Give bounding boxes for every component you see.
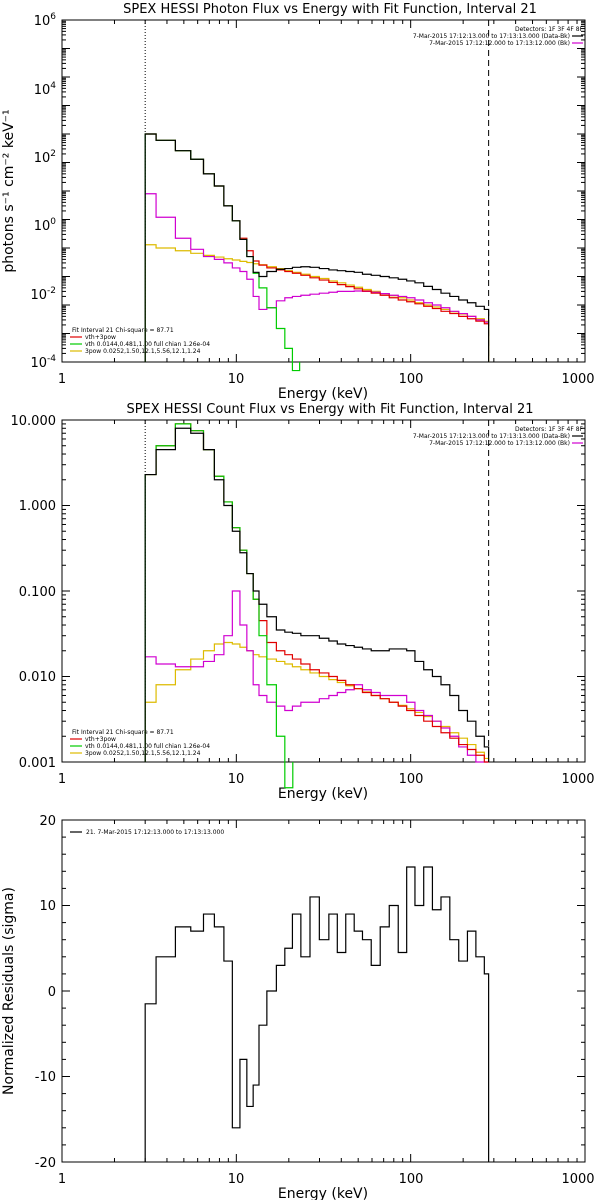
count-ytick-0.100: 0.100: [19, 585, 56, 600]
photon-xlabel: Energy (keV): [278, 386, 368, 402]
photon-ytick-1: 10-4: [30, 354, 56, 371]
count-legend-detectors: Detectors: 1F 3F 4F 8F: [515, 426, 584, 433]
resid-xtick-1: 1: [58, 1172, 66, 1187]
series-vth-line: [144, 133, 301, 372]
count-legend-total: vth+3pow: [85, 736, 116, 743]
count-series: [144, 423, 490, 789]
photon-legend-bk: 7-Mar-2015 17:12:12.000 to 17:13:12.000 …: [429, 40, 570, 47]
photon-legend-bottomleft: Fit Interval 21 Chi-square = 87.71 vth+3…: [70, 327, 210, 355]
count-axis-ticks: [61, 419, 586, 763]
series-residuals-line: [144, 866, 490, 1162]
count-xtick-1: 1: [58, 772, 66, 787]
series-bk-line: [145, 193, 489, 323]
resid-legend: 21. 7-Mar-2015 17:12:13.000 to 17:13:13.…: [86, 829, 224, 836]
series-vth-line: [144, 423, 294, 789]
resid-xtick-100: 100: [399, 1172, 424, 1187]
count-legend-bottomleft: Fit Interval 21 Chi-square = 87.71 vth+3…: [70, 729, 210, 757]
resid-xtick-10: 10: [228, 1172, 245, 1187]
photon-axis-ticks: [61, 19, 586, 363]
count-legend-data: 7-Mar-2015 17:12:13.000 to 17:13:13.000 …: [413, 433, 570, 440]
count-xlabel: Energy (keV): [278, 786, 368, 802]
series-vth-3pow-line: [145, 133, 489, 325]
residuals-panel: -20 -10 0 10 20 1 10 100 1000 Energy (ke…: [1, 814, 595, 1202]
count-ytick-1.000: 1.000: [19, 499, 56, 514]
photon-legend-fit: Fit Interval 21 Chi-square = 87.71: [72, 327, 174, 334]
photon-xtick-1000: 1000: [561, 372, 594, 387]
photon-legend-topright: Detectors: 1F 3F 4F 8F 7-Mar-2015 17:12:…: [413, 26, 584, 47]
resid-ytick-0: 0: [48, 985, 56, 1000]
photon-ytick-4: 102: [34, 149, 56, 166]
residuals-axis-ticks: [61, 819, 586, 1163]
series-data-bk-line: [144, 133, 490, 362]
series-vth-3pow-line: [145, 423, 489, 763]
count-legend-vth: vth 0.0144,0.481,1.00 full chian 1.26e-0…: [85, 743, 210, 750]
series-bk-line: [145, 590, 489, 763]
photon-legend-total: vth+3pow: [85, 334, 116, 341]
residuals-plot-frame: [61, 819, 586, 1163]
photon-ylabel: photons s⁻¹ cm⁻² keV⁻¹: [1, 109, 17, 272]
count-legend-fit: Fit Interval 21 Chi-square = 87.71: [72, 729, 174, 736]
resid-ytick-m20: -20: [35, 1156, 56, 1171]
photon-series: [144, 133, 490, 372]
count-ytick-0.001: 0.001: [19, 756, 56, 771]
photon-xtick-100: 100: [399, 372, 424, 387]
resid-ytick-m10: -10: [35, 1070, 56, 1085]
photon-panel: SPEX HESSI Photon Flux vs Energy with Fi…: [1, 2, 595, 402]
photon-legend-vth: vth 0.0144,0.481,1.00 full chian 1.26e-0…: [85, 341, 210, 348]
series-data-bk-line: [144, 427, 490, 762]
photon-ytick-5: 104: [34, 81, 57, 98]
count-title: SPEX HESSI Count Flux vs Energy with Fit…: [126, 402, 533, 417]
count-ytick-10.000: 10.000: [11, 414, 57, 429]
photon-xtick-10: 10: [228, 372, 245, 387]
photon-xtick-1: 1: [58, 372, 66, 387]
photon-legend-data: 7-Mar-2015 17:12:13.000 to 17:13:13.000 …: [413, 33, 570, 40]
count-ytick-0.010: 0.010: [19, 670, 56, 685]
photon-legend-3pow: 3pow 0.0252,1.50,12.1,5.56,12.1,1.24: [85, 348, 201, 355]
count-xtick-10: 10: [228, 772, 245, 787]
resid-ytick-10: 10: [39, 899, 56, 914]
photon-ytick-2: 10-2: [30, 286, 56, 303]
count-legend-3pow: 3pow 0.0252,1.50,12.1,5.56,12.1,1.24: [85, 750, 201, 757]
photon-ytick-3: 100: [34, 217, 57, 234]
photon-title: SPEX HESSI Photon Flux vs Energy with Fi…: [123, 2, 537, 17]
photon-legend-detectors: Detectors: 1F 3F 4F 8F: [515, 26, 584, 33]
photon-plot-frame: [61, 19, 586, 363]
count-xtick-1000: 1000: [561, 772, 594, 787]
residuals-series: [144, 866, 490, 1162]
count-legend-bk: 7-Mar-2015 17:12:12.000 to 17:13:12.000 …: [429, 440, 570, 447]
resid-xtick-1000: 1000: [561, 1172, 594, 1187]
count-xtick-100: 100: [399, 772, 424, 787]
count-plot-frame: [61, 419, 586, 763]
count-panel: SPEX HESSI Count Flux vs Energy with Fit…: [11, 402, 595, 802]
resid-ylabel: Normalized Residuals (sigma): [1, 887, 17, 1095]
resid-xlabel: Energy (keV): [278, 1186, 368, 1200]
count-legend-topright: Detectors: 1F 3F 4F 8F 7-Mar-2015 17:12:…: [413, 426, 584, 447]
resid-ytick-20: 20: [39, 814, 56, 829]
photon-ytick-6: 106: [34, 12, 57, 29]
